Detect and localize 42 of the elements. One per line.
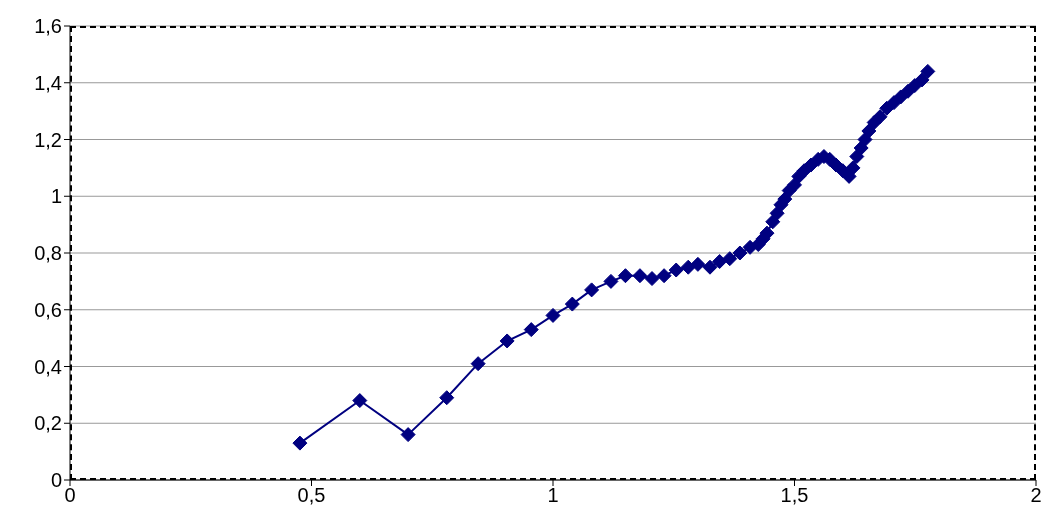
point (849, 149, 865, 165)
x-tick-label: 1,5 (780, 484, 809, 507)
y-tick-label: 0 (50, 469, 62, 492)
x-tick-label: 0,5 (297, 484, 326, 507)
point (499, 333, 515, 349)
point (722, 251, 738, 267)
x-tick-label: 1 (547, 484, 559, 507)
y-tick-label: 0,4 (34, 355, 62, 378)
point (523, 322, 539, 338)
point (920, 63, 936, 79)
y-tick-label: 1,2 (34, 128, 62, 151)
point (644, 271, 660, 287)
y-tick-label: 1 (50, 185, 62, 208)
point (292, 435, 308, 451)
point (603, 273, 619, 289)
point (545, 307, 561, 323)
point (617, 268, 633, 284)
point (352, 393, 368, 409)
point (845, 160, 861, 176)
point (584, 282, 600, 298)
point (439, 390, 455, 406)
y-tick-label: 1,4 (34, 71, 62, 94)
y-tick-label: 0,8 (34, 242, 62, 265)
y-tick-label: 0,6 (34, 298, 62, 321)
point (632, 268, 648, 284)
point (656, 268, 672, 284)
y-tick-label: 0,2 (34, 412, 62, 435)
x-tick-label: 0 (64, 484, 76, 507)
point (712, 254, 728, 270)
y-tick-label: 1,6 (34, 15, 62, 38)
point (861, 123, 877, 139)
point (470, 356, 486, 372)
point (668, 262, 684, 278)
point (564, 296, 580, 312)
point (680, 259, 696, 275)
point (914, 72, 930, 88)
point (690, 256, 706, 272)
point (702, 259, 718, 275)
point (872, 109, 888, 125)
point (732, 245, 748, 261)
x-tick-label: 2 (1030, 484, 1042, 507)
point (400, 427, 416, 443)
